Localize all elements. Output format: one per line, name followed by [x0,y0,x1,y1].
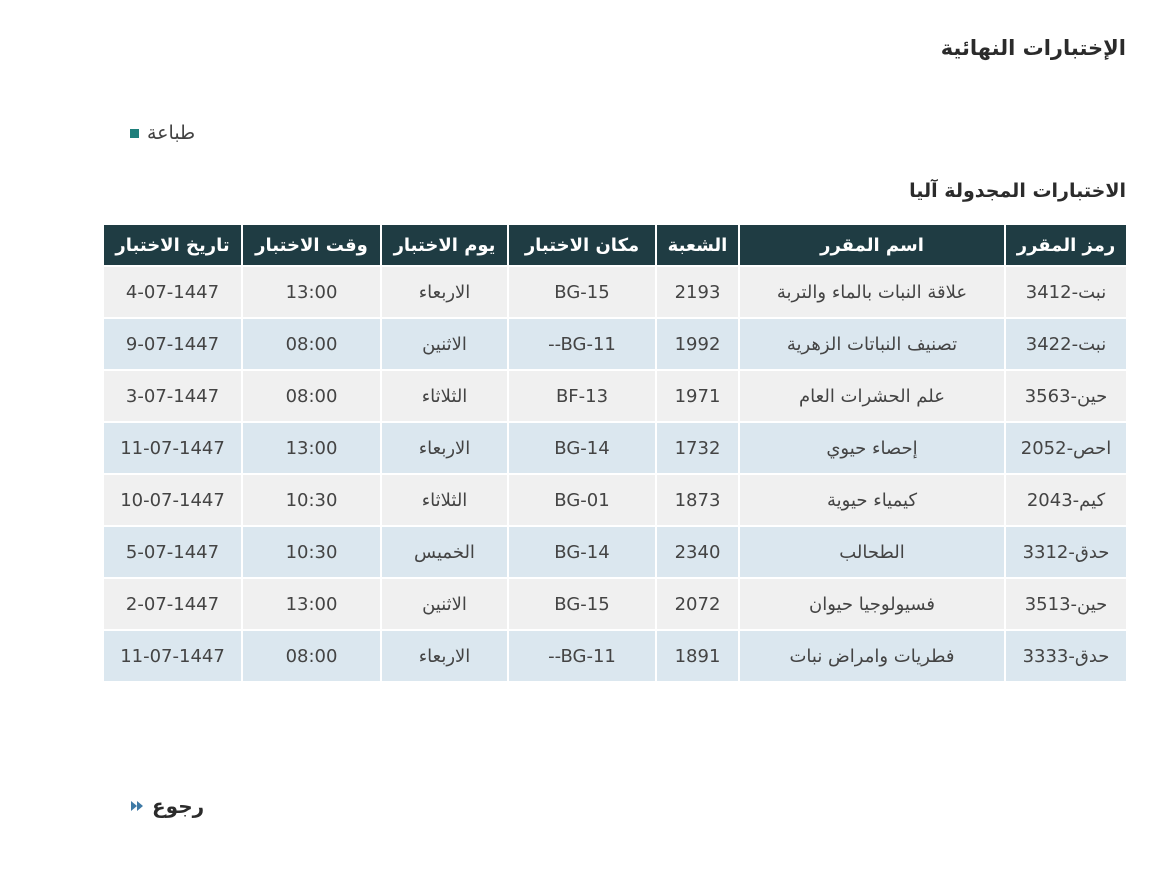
table-row: 204كيم-3 كيمياء حيوية 1873 BG-01 الثلاثاء 10:… [102,473,1128,527]
column-header: مكان الاختبار [507,223,657,267]
table-cell: 1971 [655,369,740,423]
table-cell: 1732 [655,421,740,475]
table-cell: الثلاثاء [380,473,509,527]
table-cell: فسيولوجيا حيوان [738,577,1006,631]
table-cell: 2072 [655,577,740,631]
table-row: 333حدق-3 فطريات وامراض نبات 1891 --BG-11 الا… [102,629,1128,683]
table-cell: 205احص-2 [1004,421,1128,475]
table-row: 205احص-2 إحصاء حيوي 1732 BG-14 الاربعاء 13:00… [102,421,1128,475]
table-cell: كيمياء حيوية [738,473,1006,527]
table-cell: الطحالب [738,525,1006,579]
table-cell: الاثنين [380,317,509,371]
section-title: الاختبارات المجدولة آليا [909,180,1126,202]
table-cell: 9-07-1447 [102,317,243,371]
column-header: اسم المقرر [738,223,1006,267]
table-cell: 10:30 [241,473,382,527]
table-cell: إحصاء حيوي [738,421,1006,475]
table-cell: 1891 [655,629,740,683]
header-row: رمز المقرر اسم المقرر الشعبة مكان الاختبار ي… [102,223,1128,267]
table-cell: 13:00 [241,265,382,319]
print-label: طباعة [147,122,196,144]
table-row: 341نبت-2 علاقة النبات بالماء والتربة 2193 B… [102,265,1128,319]
table-cell: 356حين-3 [1004,369,1128,423]
table-row: 331حدق-2 الطحالب 2340 BG-14 الخميس 10:30 5-07-… [102,525,1128,579]
table-cell: 08:00 [241,629,382,683]
table-cell: 13:00 [241,421,382,475]
table-cell: 11-07-1447 [102,629,243,683]
table-cell: BF-13 [507,369,657,423]
table-cell: BG-01 [507,473,657,527]
table-cell: 3-07-1447 [102,369,243,423]
print-link[interactable]: طباعة [130,122,195,144]
table-cell: 11-07-1447 [102,421,243,475]
table-cell: فطريات وامراض نبات [738,629,1006,683]
column-header: تاريخ الاختبار [102,223,243,267]
table-cell: 2340 [655,525,740,579]
table-cell: علم الحشرات العام [738,369,1006,423]
table-cell: 204كيم-3 [1004,473,1128,527]
table-cell: --BG-11 [507,317,657,371]
table-cell: الاثنين [380,577,509,631]
table-cell: علاقة النبات بالماء والتربة [738,265,1006,319]
table-cell: 13:00 [241,577,382,631]
table-cell: BG-15 [507,265,657,319]
table-cell: 10-07-1447 [102,473,243,527]
table-cell: الاربعاء [380,265,509,319]
table-cell: 08:00 [241,369,382,423]
table-cell: 2193 [655,265,740,319]
print-icon [130,128,139,138]
table-cell: 4-07-1447 [102,265,243,319]
column-header: وقت الاختبار [241,223,382,267]
table-row: 342نبت-2 تصنيف النباتات الزهرية 1992 --BG-1… [102,317,1128,371]
table-cell: 1992 [655,317,740,371]
table-cell: BG-14 [507,525,657,579]
table-cell: 10:30 [241,525,382,579]
column-header: الشعبة [655,223,740,267]
table-cell: BG-14 [507,421,657,475]
back-link[interactable]: رجوع [130,794,204,818]
exams-table: رمز المقرر اسم المقرر الشعبة مكان الاختبار ي… [102,223,1128,683]
table-cell: الاربعاء [380,629,509,683]
table-cell: 331حدق-2 [1004,525,1128,579]
table-cell: 333حدق-3 [1004,629,1128,683]
table-cell: الاربعاء [380,421,509,475]
table-cell: تصنيف النباتات الزهرية [738,317,1006,371]
page-title: الإختبارات النهائية [940,36,1126,60]
table-cell: 351حين-3 [1004,577,1128,631]
table-row: 351حين-3 فسيولوجيا حيوان 2072 BG-15 الاثنين 1… [102,577,1128,631]
column-header: رمز المقرر [1004,223,1128,267]
back-label: رجوع [152,794,205,818]
table-cell: BG-15 [507,577,657,631]
table-cell: 1873 [655,473,740,527]
table-cell: الخميس [380,525,509,579]
back-icon [131,801,143,811]
table-cell: الثلاثاء [380,369,509,423]
table-cell: 08:00 [241,317,382,371]
table-cell: 5-07-1447 [102,525,243,579]
table-row: 356حين-3 علم الحشرات العام 1971 BF-13 الثلاث… [102,369,1128,423]
table-cell: 2-07-1447 [102,577,243,631]
column-header: يوم الاختبار [380,223,509,267]
table-cell: 341نبت-2 [1004,265,1128,319]
table-cell: --BG-11 [507,629,657,683]
table-cell: 342نبت-2 [1004,317,1128,371]
